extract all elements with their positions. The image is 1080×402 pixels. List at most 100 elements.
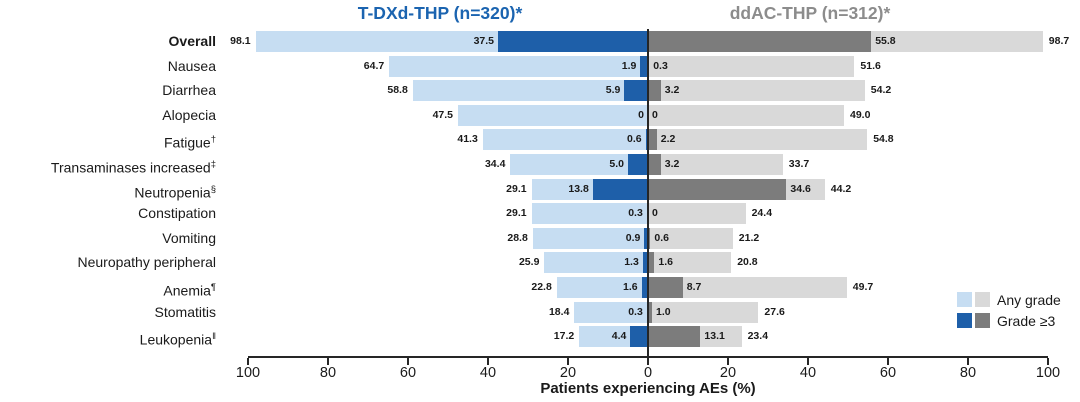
bar-ddac-grade3 bbox=[648, 301, 652, 323]
value-ddac-grade3: 1.6 bbox=[658, 256, 673, 269]
bar-tdxd-any-grade bbox=[532, 227, 648, 249]
value-ddac-grade3: 3.2 bbox=[664, 84, 680, 97]
x-axis-tick-label: 40 bbox=[799, 365, 817, 381]
x-axis-tick-label: 80 bbox=[319, 365, 337, 381]
value-tdxd-grade3: 0.9 bbox=[625, 231, 641, 244]
bar-tdxd-any-grade bbox=[531, 203, 648, 225]
value-ddac-grade3: 3.2 bbox=[664, 158, 680, 170]
category-label: Overall bbox=[168, 33, 216, 49]
bar-ddac-grade3 bbox=[648, 129, 657, 151]
bar-ddac-grade3 bbox=[648, 80, 661, 102]
bar-tdxd-any-grade bbox=[412, 80, 648, 102]
value-tdxd-any-grade: 47.5 bbox=[432, 108, 453, 121]
bar-ddac-any-grade bbox=[648, 301, 759, 323]
value-ddac-any-grade: 51.6 bbox=[860, 59, 881, 72]
category-label: Neutropenia§ bbox=[134, 183, 216, 201]
x-axis-tick-label: 40 bbox=[479, 365, 497, 381]
x-axis-tick bbox=[567, 358, 569, 365]
x-axis-tick-label: 20 bbox=[719, 365, 737, 381]
value-tdxd-any-grade: 41.3 bbox=[457, 133, 478, 146]
legend-label-grade3: Grade ≥3 bbox=[997, 313, 1056, 329]
value-ddac-grade3: 34.6 bbox=[790, 182, 811, 195]
value-ddac-grade3: 0.6 bbox=[654, 231, 669, 244]
value-tdxd-grade3: 0.6 bbox=[627, 133, 642, 146]
value-ddac-grade3: 8.7 bbox=[686, 281, 702, 293]
left-arm-title: T-DXd-THP (n=320)* bbox=[357, 3, 523, 23]
category-label: Alopecia bbox=[162, 106, 216, 123]
bar-tdxd-grade3 bbox=[630, 326, 648, 348]
value-ddac-any-grade: 44.2 bbox=[830, 182, 852, 195]
legend-swatch-grade3-blue bbox=[957, 313, 972, 328]
value-tdxd-grade3: 0.3 bbox=[628, 207, 643, 220]
bar-ddac-grade3 bbox=[648, 178, 787, 200]
x-axis-tick bbox=[247, 358, 249, 365]
x-axis-tick bbox=[327, 358, 329, 365]
category-footnote-marker: ‡ bbox=[210, 159, 216, 170]
bar-tdxd-grade3 bbox=[642, 252, 648, 274]
x-axis-tick bbox=[407, 358, 409, 365]
value-tdxd-any-grade: 17.2 bbox=[553, 330, 575, 343]
category-label: Neuropathy peripheral bbox=[77, 254, 216, 271]
x-axis-tick bbox=[967, 358, 969, 365]
bar-tdxd-any-grade bbox=[389, 55, 648, 77]
value-ddac-any-grade: 54.8 bbox=[873, 133, 894, 146]
value-tdxd-grade3: 0.3 bbox=[628, 305, 643, 318]
legend-label-any-grade: Any grade bbox=[997, 292, 1061, 308]
value-ddac-any-grade: 20.8 bbox=[737, 256, 758, 269]
value-ddac-any-grade: 21.2 bbox=[738, 231, 760, 244]
category-footnote-marker: † bbox=[210, 134, 216, 146]
bar-tdxd-grade3 bbox=[640, 55, 648, 77]
bar-tdxd-grade3 bbox=[628, 154, 648, 175]
bar-tdxd-grade3 bbox=[644, 227, 648, 249]
bar-tdxd-grade3 bbox=[592, 178, 648, 200]
category-label: Fatigue† bbox=[164, 134, 216, 152]
bar-ddac-any-grade bbox=[648, 55, 855, 77]
bar-ddac-grade3 bbox=[648, 277, 683, 298]
bar-ddac-any-grade bbox=[648, 80, 865, 102]
value-tdxd-any-grade: 98.1 bbox=[230, 35, 251, 47]
bar-ddac-any-grade bbox=[648, 252, 732, 274]
bar-tdxd-any-grade bbox=[574, 301, 648, 323]
value-tdxd-grade3: 1.9 bbox=[621, 59, 637, 72]
value-ddac-any-grade: 49.0 bbox=[850, 108, 871, 121]
category-label: Nausea bbox=[167, 57, 216, 74]
bar-ddac-any-grade bbox=[648, 104, 844, 126]
bar-tdxd-grade3 bbox=[498, 31, 648, 52]
x-axis-tick-label: 100 bbox=[1035, 365, 1061, 381]
category-label: Transaminases increased‡ bbox=[50, 159, 216, 176]
value-tdxd-grade3: 5.9 bbox=[605, 84, 621, 97]
value-tdxd-grade3: 13.8 bbox=[568, 182, 589, 195]
x-axis-title: Patients experiencing AEs (%) bbox=[540, 380, 756, 397]
value-tdxd-grade3: 4.4 bbox=[611, 330, 627, 343]
bar-ddac-grade3 bbox=[648, 31, 872, 52]
x-axis-tick bbox=[1047, 358, 1049, 365]
value-tdxd-grade3: 37.5 bbox=[473, 35, 494, 47]
x-axis-tick-label: 0 bbox=[643, 365, 653, 381]
value-tdxd-any-grade: 29.1 bbox=[506, 182, 527, 195]
x-axis-tick bbox=[647, 358, 649, 365]
value-tdxd-any-grade: 29.1 bbox=[506, 207, 527, 220]
bar-ddac-grade3 bbox=[648, 252, 655, 274]
bar-ddac-any-grade bbox=[648, 154, 783, 175]
value-ddac-any-grade: 98.7 bbox=[1048, 35, 1070, 47]
value-ddac-any-grade: 49.7 bbox=[852, 281, 874, 293]
value-tdxd-any-grade: 18.4 bbox=[548, 305, 570, 318]
legend-swatch-any-grade-blue bbox=[957, 292, 972, 307]
x-axis-tick-label: 20 bbox=[559, 365, 577, 381]
bar-tdxd-grade3 bbox=[645, 129, 648, 151]
category-label: Leukopenia‖ bbox=[139, 331, 216, 348]
x-axis-tick bbox=[887, 358, 889, 365]
x-axis-tick-label: 100 bbox=[235, 365, 261, 381]
category-label: Constipation bbox=[138, 205, 216, 222]
category-label: Stomatitis bbox=[154, 303, 216, 320]
value-tdxd-grade3: 0 bbox=[638, 108, 644, 121]
bar-tdxd-any-grade bbox=[510, 154, 648, 175]
value-tdxd-any-grade: 64.7 bbox=[363, 59, 385, 72]
legend-swatch-any-grade-gray bbox=[975, 292, 990, 307]
value-tdxd-grade3: 1.3 bbox=[624, 256, 639, 269]
bar-ddac-any-grade bbox=[648, 129, 868, 151]
value-ddac-any-grade: 27.6 bbox=[764, 305, 785, 318]
x-axis-tick-label: 60 bbox=[879, 365, 897, 381]
x-axis-tick bbox=[807, 358, 809, 365]
